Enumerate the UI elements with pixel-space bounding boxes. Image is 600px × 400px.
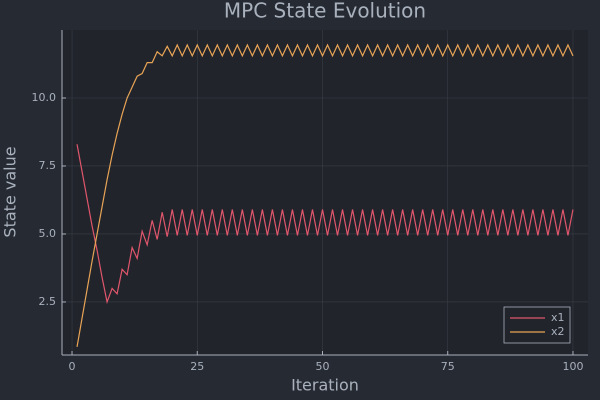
x-tick-label: 25 [190,360,204,373]
series-line [76,144,574,305]
y-axis-label: State value [1,146,20,237]
series-line [76,43,574,347]
chart-title: MPC State Evolution [224,0,426,23]
x-axis-label: Iteration [291,376,359,395]
x-tick-label: 100 [562,360,583,373]
legend-label: x1 [551,311,565,324]
y-tick-label: 7.5 [39,159,57,172]
x-tick-label: 50 [315,360,329,373]
legend-box [503,306,571,344]
legend-label: x2 [551,325,565,338]
plot-area [62,30,588,355]
x-tick-label: 75 [441,360,455,373]
y-tick-label: 5.0 [39,227,57,240]
x-tick-label: 0 [69,360,76,373]
y-tick-label: 2.5 [39,295,57,308]
y-tick-label: 10.0 [32,91,57,104]
